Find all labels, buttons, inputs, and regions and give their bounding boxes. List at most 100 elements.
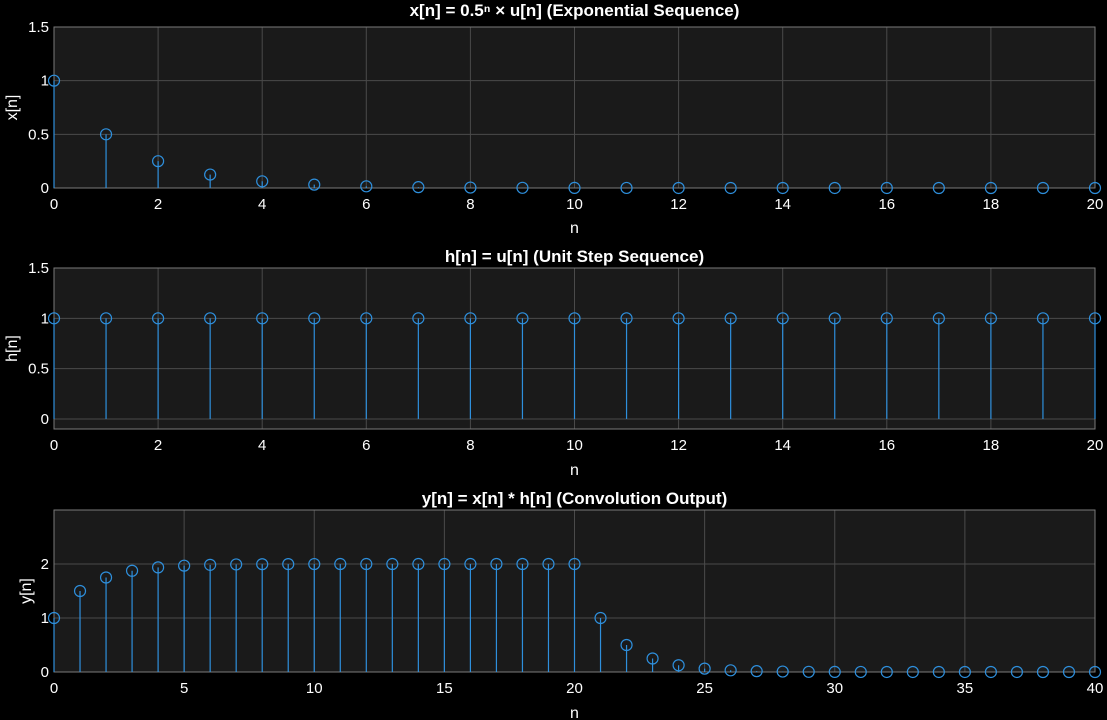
stem-marker (1088, 312, 1102, 325)
stem-marker (776, 665, 789, 678)
x-tick-label: 0 (50, 680, 58, 697)
stem-marker (204, 312, 217, 325)
stem-marker (360, 557, 373, 571)
stem-marker (73, 584, 87, 598)
x-tick-label: 4 (258, 196, 266, 213)
x-tick-label: 10 (566, 437, 583, 454)
x-tick-label: 2 (154, 196, 162, 213)
stem-marker (125, 564, 139, 577)
x-tick-label: 4 (258, 437, 266, 454)
stem-marker (282, 558, 295, 571)
stem-marker (516, 181, 529, 194)
stem-marker (620, 312, 633, 325)
x-tick-label: 16 (878, 196, 895, 213)
stem-marker (516, 557, 529, 571)
stem-marker (1036, 181, 1050, 195)
y-tick-label: 0 (41, 411, 49, 428)
stem-marker (776, 181, 789, 195)
x-tick-label: 12 (670, 437, 687, 454)
stem-marker (464, 181, 477, 194)
ylabel-y: y[n] (18, 578, 35, 604)
stem-marker (724, 664, 737, 677)
stem-marker (412, 181, 425, 194)
stem-marker (620, 181, 633, 195)
stem-marker (47, 312, 61, 325)
stem-marker (854, 665, 867, 679)
x-tick-label: 16 (878, 437, 895, 454)
x-tick-label: 10 (566, 196, 583, 213)
y-tick-label: 0 (41, 180, 49, 197)
stem-marker (360, 312, 373, 325)
stem-marker (204, 168, 217, 181)
x-tick-label: 35 (957, 680, 974, 697)
x-tick-label: 6 (362, 437, 370, 454)
stem-marker (724, 312, 737, 325)
title-y: y[n] = x[n] * h[n] (Convolution Output) (422, 489, 727, 508)
stem-marker (334, 557, 347, 571)
y-tick-label: 0.5 (28, 126, 49, 143)
stem-marker (490, 557, 503, 571)
x-tick-label: 2 (154, 437, 162, 454)
stem-marker (542, 557, 555, 571)
stem-marker (1036, 312, 1050, 325)
y-tick-label: 1 (41, 73, 49, 90)
x-tick-label: 5 (180, 680, 188, 697)
stem-marker (256, 175, 269, 188)
x-tick-label: 0 (50, 437, 58, 454)
stem-marker (880, 181, 893, 195)
stem-marker (386, 557, 399, 571)
stem-marker (152, 155, 165, 168)
stem-marker (99, 571, 113, 584)
stem-marker (464, 312, 477, 325)
stem-marker (620, 638, 633, 652)
stem-marker (672, 659, 685, 672)
stem-marker (594, 611, 607, 625)
stem-marker (672, 181, 685, 195)
stem-marker (1088, 181, 1102, 195)
x-tick-label: 10 (306, 680, 323, 697)
x-tick-label: 18 (983, 196, 1000, 213)
stem-marker (828, 181, 841, 195)
x-tick-label: 30 (826, 680, 843, 697)
stem-marker (750, 665, 763, 678)
stem-marker (516, 312, 529, 325)
title-h: h[n] = u[n] (Unit Step Sequence) (445, 247, 704, 266)
y-tick-label: 0 (41, 664, 49, 681)
stem-marker (984, 181, 998, 195)
stem-marker (47, 74, 61, 87)
ylabel-x: x[n] (4, 95, 21, 121)
stem-marker (308, 312, 321, 325)
x-tick-label: 15 (436, 680, 453, 697)
stem-marker (646, 652, 659, 665)
stem-marker (776, 312, 789, 325)
stem-marker (698, 662, 711, 675)
stem-marker (99, 128, 113, 141)
stem-marker (932, 312, 945, 325)
x-tick-label: 14 (774, 437, 791, 454)
stem-marker (308, 557, 321, 571)
stem-marker (412, 557, 425, 571)
x-tick-label: 20 (1087, 437, 1104, 454)
x-tick-label: 6 (362, 196, 370, 213)
stem-marker (230, 558, 243, 571)
x-tick-label: 14 (774, 196, 791, 213)
subplot-y-convolution: y[n] = x[n] * h[n] (Convolution Output) … (18, 489, 1103, 720)
stem-marker (152, 312, 165, 325)
x-tick-label: 25 (696, 680, 713, 697)
y-tick-label: 1 (41, 610, 49, 627)
stem-marker (178, 559, 191, 572)
y-tick-label: 1.5 (28, 260, 49, 277)
y-tick-label: 1 (41, 310, 49, 327)
stem-marker (308, 178, 321, 191)
stem-marker (906, 665, 919, 679)
stem-marker (802, 665, 815, 678)
x-tick-label: 8 (466, 437, 474, 454)
x-tick-label: 20 (566, 680, 583, 697)
stem-marker (464, 557, 477, 571)
xlabel-h: n (570, 462, 579, 479)
stem-marker (1062, 665, 1076, 679)
xlabel-x: n (570, 220, 579, 237)
stem-marker (568, 557, 581, 571)
stem-marker (984, 312, 998, 325)
